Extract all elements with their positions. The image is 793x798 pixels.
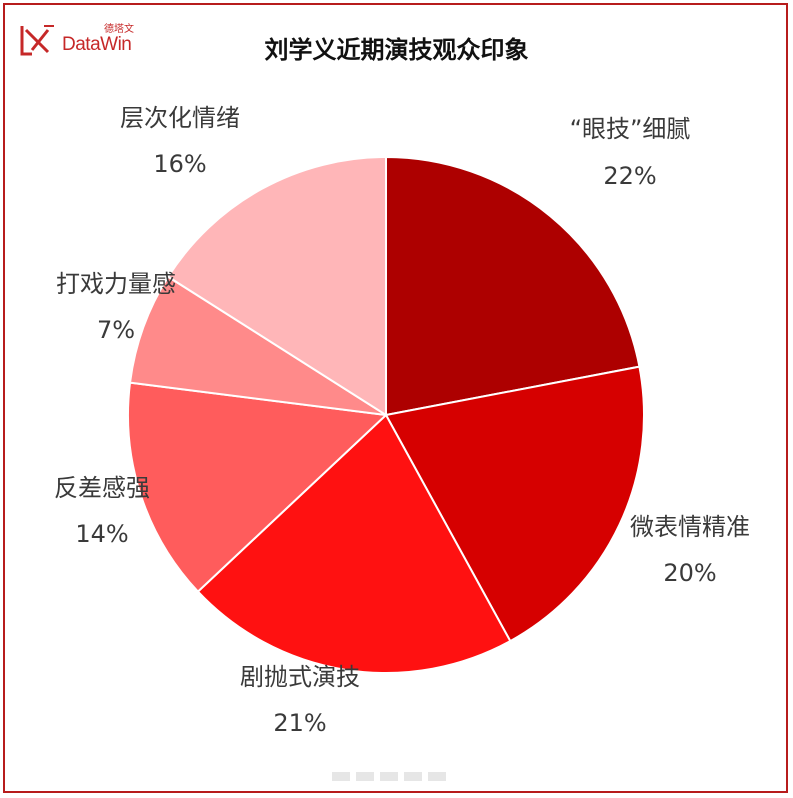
slice-value-label: 7%	[97, 316, 135, 344]
slice-label: 微表情精准	[630, 513, 750, 541]
slice-value-label: 21%	[273, 709, 326, 737]
logo-brand-cn: 德塔文	[104, 24, 134, 35]
slice-value-label: 14%	[75, 520, 128, 548]
pie-slice	[384, 365, 645, 643]
slice-label: 剧抛式演技	[240, 663, 360, 691]
slice-label: 反差感强	[54, 474, 150, 502]
pie-slice	[385, 155, 641, 417]
slice-label: 打戏力量感	[56, 270, 176, 298]
datawin-logo: 德塔文 DataWin	[18, 20, 148, 60]
slice-value-label: 22%	[603, 162, 656, 190]
slice-value-label: 20%	[663, 559, 716, 587]
chart-frame	[3, 3, 788, 793]
slice-label: “眼技”细腻	[570, 115, 691, 143]
pie-slice	[128, 275, 387, 416]
slice-label: 层次化情绪	[120, 104, 240, 132]
pie-slice	[166, 155, 387, 417]
logo-brand: DataWin	[62, 34, 132, 55]
pie-slice	[196, 413, 512, 674]
chart-title: 刘学义近期演技观众印象	[264, 36, 529, 64]
slice-value-label: 16%	[153, 150, 206, 178]
pie-slice	[127, 381, 389, 594]
datawin-logo-icon	[20, 25, 54, 56]
watermark	[332, 768, 462, 784]
